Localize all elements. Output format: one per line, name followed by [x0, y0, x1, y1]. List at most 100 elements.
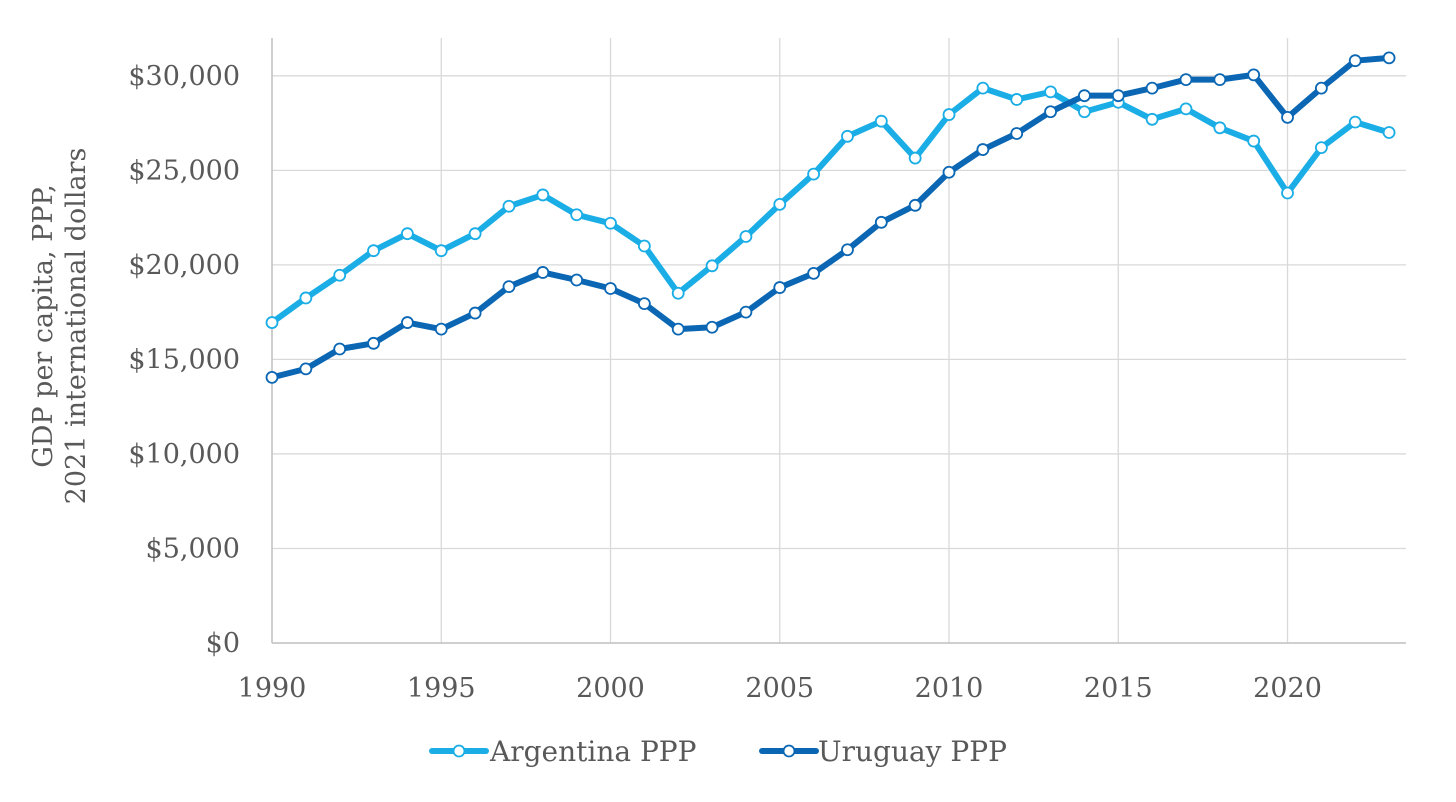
data-point — [1010, 93, 1024, 106]
data-point — [1145, 81, 1159, 95]
data-point — [637, 297, 651, 311]
x-tick-label: 1995 — [407, 673, 476, 704]
data-point — [265, 370, 279, 384]
data-point — [265, 316, 279, 329]
y-axis-ticks: $0 $5,000 $10,000 $15,000 $20,000 $25,000 $30,… — [128, 61, 240, 659]
data-point — [705, 320, 719, 334]
data-point — [1078, 105, 1091, 119]
data-point — [367, 244, 380, 258]
gridlines — [272, 38, 1406, 643]
data-point — [671, 322, 685, 336]
data-point — [1044, 85, 1057, 99]
data-point — [908, 151, 922, 165]
data-point — [739, 230, 753, 243]
legend-item: Uruguay PPP — [759, 735, 1007, 768]
x-tick-label: 2010 — [915, 673, 984, 704]
data-point — [604, 216, 617, 230]
legend: Argentina PPP Uruguay PPP — [429, 735, 1007, 768]
data-point — [773, 281, 787, 294]
data-point — [671, 286, 685, 300]
data-point — [1213, 73, 1227, 86]
data-point — [1382, 126, 1396, 139]
data-point — [1247, 134, 1261, 148]
data-point — [333, 268, 347, 282]
y-axis-title: GDP per capita, PPP, 2021 international … — [28, 148, 92, 505]
x-tick-label: 1990 — [238, 673, 307, 704]
y-axis-title-line-1: GDP per capita, PPP, — [28, 184, 59, 468]
data-point — [1078, 89, 1091, 103]
data-point — [908, 198, 922, 212]
data-point — [434, 322, 448, 336]
data-point — [434, 244, 448, 258]
data-point — [1179, 102, 1193, 116]
data-point — [976, 143, 990, 156]
data-point — [976, 81, 990, 95]
data-point — [1314, 81, 1328, 95]
series-argentina-ppp — [265, 81, 1396, 329]
data-point — [333, 342, 347, 356]
data-point — [401, 227, 414, 241]
data-point — [1247, 68, 1261, 82]
data-point — [942, 108, 956, 121]
y-tick-label: $20,000 — [128, 250, 240, 281]
y-tick-label: $10,000 — [128, 439, 240, 470]
data-point — [570, 208, 584, 222]
data-point — [739, 305, 753, 319]
data-point — [874, 114, 888, 128]
data-point — [1179, 73, 1193, 86]
y-tick-label: $5,000 — [146, 533, 240, 564]
data-point — [604, 282, 617, 295]
data-point — [367, 336, 380, 350]
y-tick-label: $15,000 — [128, 344, 240, 375]
data-point — [468, 227, 482, 241]
data-point — [773, 197, 787, 211]
data-point — [1044, 105, 1057, 119]
data-point — [1213, 121, 1227, 135]
data-point — [1348, 115, 1362, 129]
data-point — [502, 280, 516, 294]
data-point — [468, 306, 482, 320]
y-tick-label: $30,000 — [128, 61, 240, 92]
data-point — [1145, 112, 1159, 126]
data-point — [841, 129, 854, 143]
y-axis-title-line-2: 2021 international dollars — [61, 148, 92, 505]
legend-label: Argentina PPP — [489, 735, 697, 768]
data-point — [637, 239, 651, 253]
x-tick-label: 2020 — [1253, 673, 1322, 704]
x-axis-ticks: 1990 1995 2000 2005 2010 2015 2020 — [238, 673, 1322, 704]
data-point — [536, 266, 550, 279]
data-point — [401, 316, 414, 329]
x-tick-label: 2000 — [576, 673, 645, 704]
data-point — [1281, 186, 1294, 200]
data-point — [1382, 51, 1396, 65]
x-tick-label: 2015 — [1084, 673, 1153, 704]
data-point — [807, 266, 821, 280]
data-point — [570, 273, 584, 287]
y-tick-label: $25,000 — [128, 155, 240, 186]
data-point — [942, 165, 956, 179]
y-tick-label: $0 — [206, 628, 240, 659]
series-line — [269, 85, 1393, 326]
data-point — [874, 215, 888, 229]
series-layer — [265, 51, 1396, 384]
x-tick-label: 2005 — [745, 673, 814, 704]
legend-swatch-marker — [452, 744, 466, 758]
data-point — [705, 259, 719, 273]
data-point — [299, 362, 313, 376]
legend-item: Argentina PPP — [429, 735, 697, 768]
legend-label: Uruguay PPP — [818, 735, 1007, 768]
data-point — [1010, 127, 1024, 140]
data-point — [536, 188, 550, 202]
legend-swatch-marker — [782, 744, 796, 758]
data-point — [299, 291, 313, 305]
data-point — [1314, 141, 1328, 155]
data-point — [1111, 89, 1125, 103]
axes — [271, 38, 1406, 644]
series-uruguay-ppp — [265, 51, 1396, 384]
data-point — [502, 199, 516, 213]
data-point — [841, 243, 854, 257]
data-point — [1348, 54, 1362, 68]
data-point — [807, 167, 821, 181]
data-point — [1281, 111, 1294, 124]
